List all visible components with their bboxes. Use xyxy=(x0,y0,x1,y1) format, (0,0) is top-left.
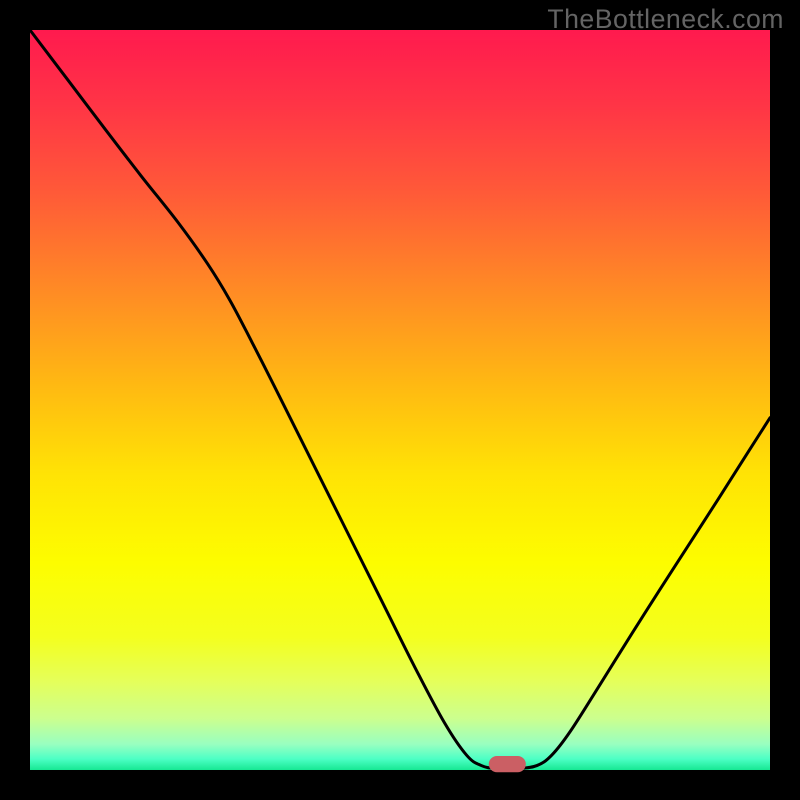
bottleneck-chart xyxy=(0,0,800,800)
chart-container: TheBottleneck.com xyxy=(0,0,800,800)
watermark-text: TheBottleneck.com xyxy=(547,4,784,35)
optimum-marker xyxy=(489,756,526,772)
chart-background-gradient xyxy=(30,30,770,770)
